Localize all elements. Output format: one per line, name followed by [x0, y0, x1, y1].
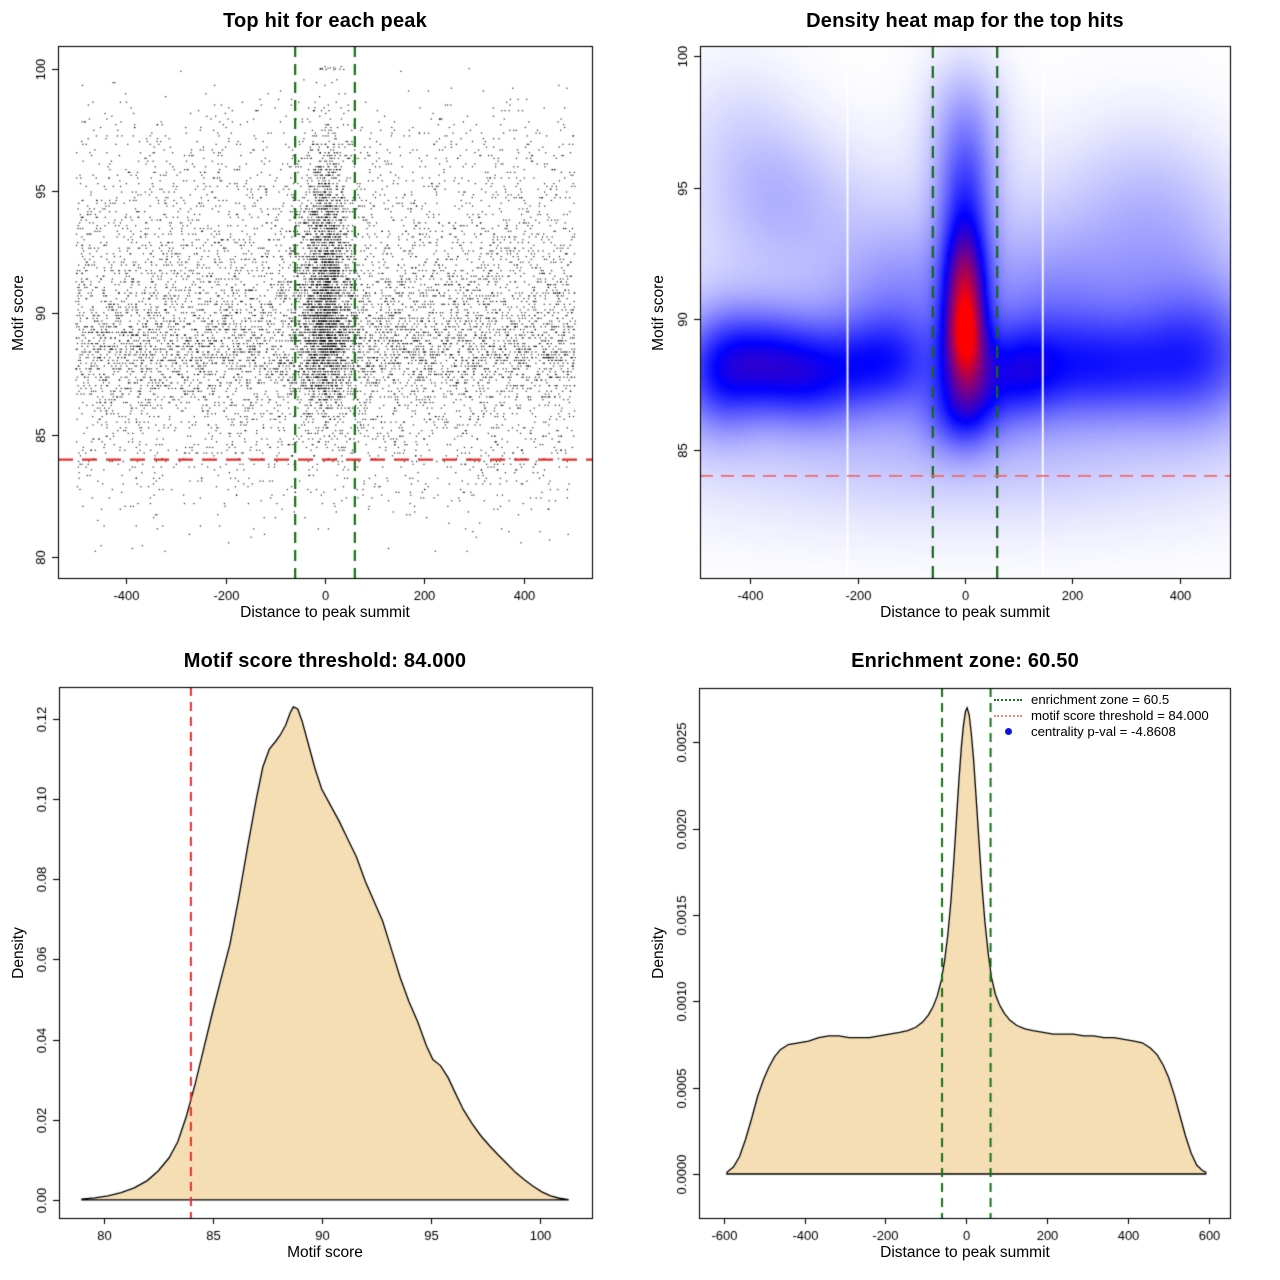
panel4-x-axis-label: Distance to peak summit [880, 1244, 1050, 1261]
legend-label: centrality p-val = -4.8608 [1031, 724, 1176, 739]
score-density-canvas [0, 640, 640, 1280]
legend-label: enrichment zone = 60.5 [1031, 692, 1170, 707]
legend-item-enrichment-zone: enrichment zone = 60.5 [994, 693, 1209, 706]
panel-enrichment-zone-density: Enrichment zone: 60.50 Distance to peak … [640, 640, 1280, 1280]
panel4-title: Enrichment zone: 60.50 [851, 650, 1079, 672]
panel3-y-axis-label: Density [10, 927, 27, 979]
panel2-x-axis-label: Distance to peak summit [880, 604, 1050, 621]
panel3-title: Motif score threshold: 84.000 [183, 650, 467, 672]
panel4-y-axis-label: Density [650, 927, 667, 979]
legend-item-centrality-pval: centrality p-val = -4.8608 [994, 725, 1209, 738]
scatter-plot-canvas [0, 0, 640, 640]
panel-motif-score-density: Motif score threshold: 84.000 Motif scor… [0, 640, 640, 1280]
panel1-title: Top hit for each peak [223, 10, 427, 32]
panel-top-hit-scatter: Top hit for each peak Distance to peak s… [0, 0, 640, 640]
legend-label: motif score threshold = 84.000 [1031, 708, 1209, 723]
panel-density-heatmap: Density heat map for the top hits Distan… [640, 0, 1280, 640]
green-dotted-line-icon [994, 698, 1022, 701]
distance-density-canvas [640, 640, 1280, 1280]
heatmap-canvas [640, 0, 1280, 640]
panel1-y-axis-label: Motif score [10, 275, 27, 351]
plot-legend: enrichment zone = 60.5 motif score thres… [994, 693, 1209, 738]
blue-dot-icon [1004, 728, 1012, 735]
legend-item-motif-threshold: motif score threshold = 84.000 [994, 709, 1209, 722]
red-dotted-line-icon [994, 714, 1022, 717]
panel2-y-axis-label: Motif score [650, 275, 667, 351]
panel2-title: Density heat map for the top hits [806, 10, 1124, 32]
panel1-x-axis-label: Distance to peak summit [240, 604, 410, 621]
panel3-x-axis-label: Motif score [287, 1244, 363, 1261]
